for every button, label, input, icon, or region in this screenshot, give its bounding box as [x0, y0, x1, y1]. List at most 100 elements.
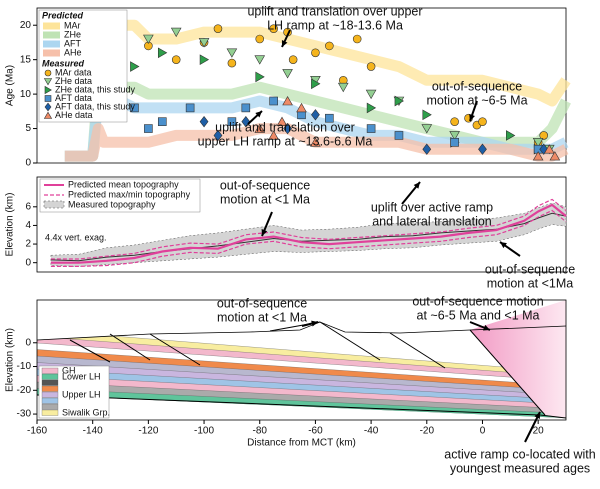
x-tick-label: -20	[420, 426, 435, 437]
annotation: out-of-sequence	[217, 296, 307, 310]
age-point	[450, 117, 459, 126]
age-point	[283, 122, 292, 135]
measured-topography-band	[50, 202, 567, 267]
stratum	[37, 381, 566, 415]
age-point	[268, 130, 279, 140]
legend-swatch	[41, 367, 59, 374]
age-point	[227, 58, 237, 68]
decollement	[36, 394, 567, 419]
thrust-fault	[389, 332, 446, 369]
age-point	[254, 55, 266, 65]
legend-swatch	[44, 102, 52, 112]
age-point	[543, 144, 555, 154]
y-tick-label: 0	[25, 337, 31, 348]
predicted-mean-line	[50, 203, 567, 264]
age-point	[199, 115, 209, 128]
age-point	[310, 137, 321, 147]
legend-heading: Measured	[42, 58, 85, 68]
age-point	[394, 95, 404, 107]
legend-label: MAr	[64, 20, 81, 30]
arrow-head	[281, 40, 288, 47]
age-point	[213, 24, 223, 33]
age-point	[255, 71, 265, 83]
arrow-head	[311, 320, 318, 327]
age-point	[130, 103, 139, 113]
legend-swatch	[41, 391, 59, 398]
age-point	[422, 109, 432, 121]
age-point	[394, 131, 404, 140]
age-point	[157, 47, 168, 59]
age-point	[352, 34, 362, 44]
stratum	[37, 329, 566, 378]
age-point	[157, 117, 167, 126]
legend-swatch	[41, 397, 59, 404]
age-point	[325, 41, 334, 51]
age-point	[185, 103, 195, 113]
age-point	[227, 117, 237, 126]
legend-label: GH	[62, 365, 76, 375]
annotation: motion at ~6-5 Ma	[426, 93, 527, 107]
age-point	[269, 96, 278, 106]
y-tick-label: 5	[25, 123, 31, 134]
x-tick-label: -80	[253, 426, 268, 437]
legend-label: AFT	[64, 38, 82, 48]
y-axis-label: Elevation (km)	[5, 193, 16, 257]
age-point	[269, 24, 278, 33]
arrow-head	[469, 114, 475, 121]
age-point	[366, 62, 376, 71]
legend-label: AFT data, this study	[55, 101, 135, 111]
y-tick-label: 15	[20, 54, 32, 65]
y-tick-label: 0	[25, 158, 31, 169]
x-tick-label: -140	[83, 426, 103, 437]
annotation: uplift over active ramp	[371, 200, 493, 214]
age-point	[311, 48, 320, 58]
annotation: and lateral translation	[372, 214, 492, 228]
legend-label: Lower LH	[62, 371, 101, 381]
legend-label: AFT data	[55, 93, 92, 103]
age-point	[241, 115, 251, 128]
legend-heading: Predicted	[42, 10, 84, 20]
legend-swatch	[41, 373, 59, 380]
age-point	[171, 55, 181, 64]
y-tick-label: 0	[25, 257, 31, 268]
legend-swatch	[43, 200, 65, 209]
age-point	[198, 38, 210, 48]
age-point	[549, 151, 561, 161]
legend-swatch	[41, 409, 59, 416]
age-point	[311, 109, 320, 121]
surface	[36, 321, 567, 341]
arrow-head	[483, 324, 490, 331]
age-point	[255, 34, 265, 44]
age-point	[478, 117, 487, 126]
predicted-maxmin-line	[50, 198, 567, 260]
legend-label: Predicted mean topography	[68, 179, 179, 189]
y-tick-label: 4	[25, 220, 31, 231]
thrust-fault	[469, 329, 546, 416]
legend-label: AHe	[64, 47, 82, 57]
age-point	[213, 129, 223, 142]
age-point	[282, 69, 293, 79]
y-axis-label: Age (Ma)	[5, 65, 16, 106]
stratum	[37, 355, 566, 396]
y-tick-label: -20	[17, 385, 32, 396]
hanging-wall-wedge	[470, 300, 566, 418]
annotation: out-of-sequence	[220, 178, 310, 192]
age-point	[199, 54, 210, 65]
thrust-fault	[69, 339, 111, 363]
annotation: LH ramp at ~18-13.6 Ma	[267, 18, 403, 32]
age-point	[539, 131, 549, 140]
age-point	[130, 61, 140, 72]
measured-mean-line	[50, 212, 567, 262]
x-tick-label: -100	[194, 426, 214, 437]
age-point	[325, 113, 334, 123]
y-tick-label: 10	[20, 89, 32, 100]
stratum	[37, 362, 566, 401]
annotation: out-of-sequence	[432, 79, 522, 93]
thrust-fault	[149, 333, 201, 366]
y-tick-label: -10	[17, 361, 32, 372]
x-tick-label: 20	[533, 426, 545, 437]
arrow-head	[255, 111, 262, 118]
age-point	[532, 138, 544, 148]
legend-label: Measured topography	[68, 199, 156, 209]
age-point	[288, 55, 298, 64]
